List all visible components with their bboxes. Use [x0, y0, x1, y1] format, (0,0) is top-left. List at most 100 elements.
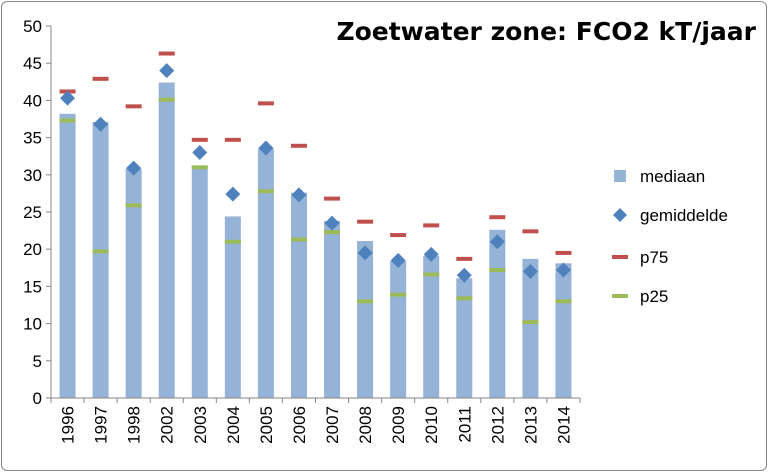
y-axis-ticks: 0 5 10 15 20 25 30 35 40 45 50: [23, 17, 51, 408]
bar-mediaan-2011: [456, 278, 473, 398]
legend-label-mediaan: mediaan: [640, 167, 705, 186]
dash-p25-2011: [456, 296, 473, 301]
marker-gemiddelde-2005: [258, 140, 274, 156]
legend-swatch-mediaan: [614, 170, 626, 182]
dash-p25-2002: [158, 97, 175, 102]
dash-p25-2004: [224, 239, 241, 244]
marker-gemiddelde-1998: [126, 160, 142, 176]
x-tick-label-2011: 2011: [455, 406, 474, 443]
marker-gemiddelde-1996: [60, 90, 76, 106]
bar-mediaan-2010: [423, 255, 440, 398]
legend-label-p25: p25: [640, 287, 668, 306]
markers-gemiddelde: [60, 63, 571, 283]
dash-p25-2006: [290, 237, 307, 242]
dash-p25-1996: [59, 118, 76, 123]
dash-p75-2012: [489, 215, 506, 220]
marker-gemiddelde-2012: [489, 234, 505, 250]
dash-p75-2011: [456, 256, 473, 261]
dash-p75-2013: [522, 229, 539, 234]
bar-mediaan-1996: [59, 113, 76, 399]
dash-p75-2009: [390, 233, 407, 238]
y-tick-label-5: 5: [33, 352, 42, 371]
marker-gemiddelde-2004: [225, 186, 241, 202]
dash-p75-2010: [423, 223, 440, 228]
x-tick-label-2004: 2004: [224, 406, 243, 444]
bar-mediaan-2003: [191, 165, 208, 398]
y-tick-label-0: 0: [33, 389, 42, 408]
dash-p75-1997: [92, 76, 109, 81]
x-tick-label-2009: 2009: [389, 406, 408, 444]
marker-gemiddelde-2014: [555, 262, 571, 278]
marker-gemiddelde-2011: [456, 267, 472, 283]
dash-p75-2006: [290, 143, 307, 148]
dash-p75-2003: [191, 137, 208, 142]
bar-mediaan-2008: [357, 241, 374, 398]
bar-mediaan-1998: [125, 168, 142, 398]
y-tick-label-20: 20: [23, 240, 42, 259]
marker-gemiddelde-2009: [390, 252, 406, 268]
dash-p25-2009: [390, 292, 407, 297]
dash-p25-2010: [423, 272, 440, 277]
x-tick-label-2002: 2002: [158, 406, 177, 444]
marker-gemiddelde-2013: [522, 264, 538, 280]
x-tick-label-2008: 2008: [356, 406, 375, 444]
dash-p25-2007: [324, 230, 341, 235]
x-tick-label-2010: 2010: [422, 406, 441, 444]
dash-p75-2002: [158, 51, 175, 56]
x-tick-label-2012: 2012: [488, 406, 507, 444]
marker-gemiddelde-2003: [192, 144, 208, 160]
marker-gemiddelde-2010: [423, 246, 439, 262]
dash-p25-2003: [191, 165, 208, 170]
y-tick-label-45: 45: [23, 54, 42, 73]
x-tick-label-2005: 2005: [257, 406, 276, 444]
bar-mediaan-2009: [390, 261, 407, 398]
dash-p25-2014: [555, 299, 572, 304]
marker-gemiddelde-1997: [93, 116, 109, 132]
x-tick-label-1998: 1998: [125, 406, 144, 444]
bar-mediaan-2002: [158, 82, 175, 398]
dash-p75-2007: [324, 196, 341, 201]
dash-p75-2005: [257, 101, 274, 106]
dash-p25-2013: [522, 320, 539, 325]
y-tick-label-15: 15: [23, 277, 42, 296]
bar-mediaan-2013: [522, 258, 539, 398]
dash-p25-2012: [489, 268, 506, 273]
legend-swatch-p25: [612, 294, 628, 298]
x-axis-ticks: 1996 1997 1998 2002 2003 2004 2005 2006 2007 2008…: [50, 398, 581, 444]
dash-p75-2008: [357, 219, 374, 224]
bar-mediaan-2004: [224, 216, 241, 398]
dash-p25-2008: [357, 299, 374, 304]
bar-mediaan-2005: [257, 148, 274, 398]
dash-p25-2005: [257, 189, 274, 194]
marker-gemiddelde-2006: [291, 187, 307, 203]
dash-p25-1997: [92, 249, 109, 254]
dash-p75-2004: [224, 137, 241, 142]
x-tick-label-2006: 2006: [290, 406, 309, 444]
x-tick-label-2003: 2003: [191, 406, 210, 444]
bar-mediaan-1997: [92, 121, 109, 398]
bar-mediaan-2006: [290, 192, 307, 398]
bar-mediaan-2007: [324, 220, 341, 398]
legend-label-p75: p75: [640, 248, 668, 267]
x-tick-label-2013: 2013: [521, 406, 540, 444]
y-tick-label-25: 25: [23, 203, 42, 222]
x-tick-label-1996: 1996: [59, 406, 78, 444]
marker-gemiddelde-2008: [357, 245, 373, 261]
legend-swatch-gemiddelde: [613, 208, 627, 222]
y-tick-label-30: 30: [23, 166, 42, 185]
x-tick-label-1997: 1997: [92, 406, 111, 444]
chart-title: Zoetwater zone: FCO2 kT/jaar: [336, 17, 756, 46]
marker-gemiddelde-2002: [159, 63, 175, 79]
x-tick-label-2007: 2007: [323, 406, 342, 444]
percentile-dashes: [59, 51, 572, 325]
bar-mediaan-2014: [555, 263, 572, 398]
legend-label-gemiddelde: gemiddelde: [640, 206, 728, 225]
y-tick-label-40: 40: [23, 91, 42, 110]
legend-swatch-p75: [612, 255, 628, 259]
dash-p75-1998: [125, 104, 142, 109]
marker-gemiddelde-2007: [324, 215, 340, 231]
bar-mediaan-2012: [489, 229, 506, 398]
y-tick-label-50: 50: [23, 17, 42, 36]
dash-p25-1998: [125, 203, 142, 208]
